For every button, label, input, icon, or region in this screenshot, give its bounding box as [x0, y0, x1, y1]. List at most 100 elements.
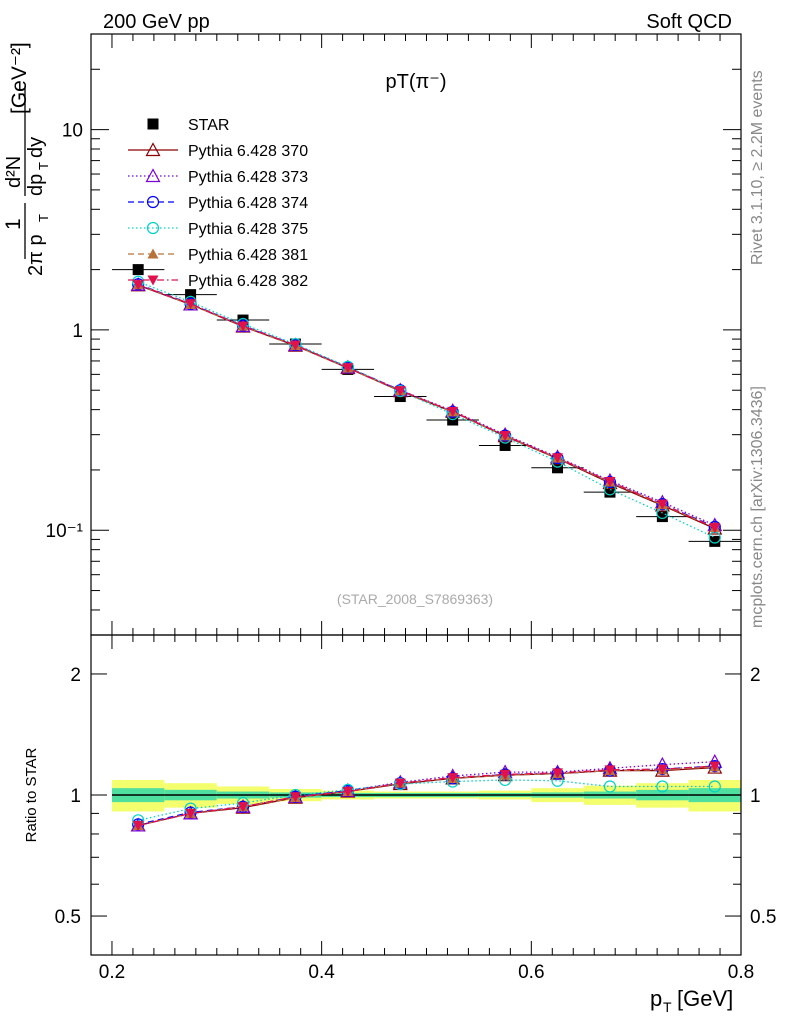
main-point	[132, 280, 144, 291]
legend-entry: Pythia 6.428 375	[128, 221, 308, 238]
main-point	[342, 363, 354, 374]
main-point	[447, 406, 459, 417]
main-series-line	[137, 284, 716, 529]
ratio-point	[552, 768, 564, 779]
main-series-6	[132, 280, 721, 534]
legend-label: Pythia 6.428 374	[188, 195, 308, 212]
ratio-point	[342, 787, 354, 798]
legend-marker	[146, 221, 160, 235]
ratio-y-tick-label: 2	[70, 665, 81, 686]
axes: 0.2 0.4 0.6 0.8 10 1 10⁻¹ 2 2 1 1 0.5 0.5	[46, 33, 776, 983]
ylabel-denom3: dy	[25, 137, 47, 158]
main-point	[656, 499, 668, 510]
main-series-line	[137, 281, 716, 539]
main-point	[394, 386, 406, 397]
main-point	[185, 289, 197, 301]
ylabel-numerator: d²N	[3, 156, 25, 188]
ratio-point	[604, 765, 616, 776]
ylabel-one: 1	[2, 218, 25, 230]
ratio-uncertainty-bands	[111, 779, 741, 812]
main-point	[709, 523, 721, 534]
legend-label: Pythia 6.428 381	[188, 247, 308, 264]
main-title-text: pT(π⁻)	[385, 71, 446, 93]
legend-label: Pythia 6.428 373	[188, 169, 308, 186]
rivet-label: Rivet 3.1.10, ≥ 2.2M events	[749, 70, 766, 265]
legend-marker	[147, 118, 159, 130]
y-tick-label: 10⁻¹	[46, 521, 84, 542]
ratio-point	[447, 773, 459, 784]
x-axis-label: p T [GeV]	[650, 986, 733, 1015]
legend-entry: Pythia 6.428 381	[128, 247, 308, 264]
main-point	[656, 511, 668, 523]
legend-marker	[145, 168, 161, 183]
main-point	[604, 477, 616, 488]
main-point	[552, 453, 564, 464]
ylabel-unit: [GeV⁻²]	[8, 42, 31, 114]
data-series	[111, 264, 741, 832]
ratio-point	[499, 769, 511, 780]
ratio-point	[132, 820, 144, 831]
ylabel-denom1: 2π p	[25, 234, 47, 276]
legend-entry: Pythia 6.428 382	[128, 273, 308, 290]
main-title: pT(π⁻)	[385, 71, 446, 93]
ratio-point	[709, 761, 721, 772]
legend-marker	[147, 275, 159, 286]
ratio-y-tick-label-right: 1	[750, 786, 761, 807]
main-point	[707, 520, 723, 535]
y-tick-label: 1	[72, 321, 83, 342]
ratio-y-tick-label: 0.5	[55, 907, 81, 928]
x-axis-label-p: p	[650, 986, 662, 1011]
ylabel-sub2: T	[36, 162, 51, 170]
y-tick-label: 10	[62, 121, 83, 142]
x-tick-label: 0.4	[308, 962, 335, 983]
x-tick-label: 0.8	[728, 962, 754, 983]
analysis-watermark: (STAR_2008_S7869363)	[337, 591, 493, 607]
ratio-y-axis-label: Ratio to STAR	[23, 747, 40, 842]
ratio-point	[237, 802, 249, 813]
main-point	[183, 296, 199, 311]
legend-marker	[146, 195, 160, 209]
legend-entry: STAR	[147, 117, 229, 134]
main-point	[552, 462, 564, 474]
ratio-series-5	[132, 761, 721, 831]
legend-entry: Pythia 6.428 373	[128, 168, 308, 186]
main-point	[709, 535, 721, 547]
legend: STAR Pythia 6.428 370 Pythia 6.428 373 Pyth…	[128, 117, 308, 290]
ratio-point	[603, 780, 617, 793]
main-point	[132, 264, 144, 276]
mcplots-label: mcplots.cern.ch [arXiv:1306.3436]	[749, 386, 766, 628]
ratio-y-tick-label: 1	[70, 786, 81, 807]
main-point	[499, 439, 511, 451]
legend-label: Pythia 6.428 370	[188, 143, 308, 160]
main-point	[604, 486, 616, 498]
legend-marker	[147, 248, 159, 259]
legend-label: Pythia 6.428 382	[188, 273, 308, 290]
ratio-point	[656, 764, 668, 775]
header-left: 200 GeV pp	[103, 11, 210, 33]
ratio-point	[708, 780, 721, 793]
header-right: Soft QCD	[646, 11, 732, 33]
main-series-0	[111, 264, 741, 547]
main-point	[185, 299, 197, 310]
main-series-line	[137, 284, 716, 526]
x-tick-label: 0.6	[518, 962, 544, 983]
ratio-point	[289, 792, 301, 803]
main-point	[237, 321, 249, 332]
ratio-series-line	[138, 761, 715, 827]
main-point	[289, 340, 301, 351]
main-point	[499, 431, 511, 442]
ratio-point	[394, 778, 406, 789]
main-y-axis-label: 1 2π p T d²N dp T dy [GeV⁻²]	[2, 42, 51, 276]
x-axis-label-unit: [GeV]	[677, 986, 733, 1011]
x-axis-label-sub: T	[663, 999, 672, 1015]
legend-label: STAR	[188, 117, 229, 134]
ratio-point	[185, 808, 197, 819]
ylabel-denom2: dp	[25, 174, 47, 196]
legend-marker	[145, 142, 161, 157]
ratio-point	[656, 780, 669, 793]
legend-entry: Pythia 6.428 370	[128, 142, 308, 160]
legend-entry: Pythia 6.428 374	[128, 195, 308, 212]
ylabel-sub1: T	[36, 214, 51, 222]
ratio-series-line	[138, 765, 715, 827]
